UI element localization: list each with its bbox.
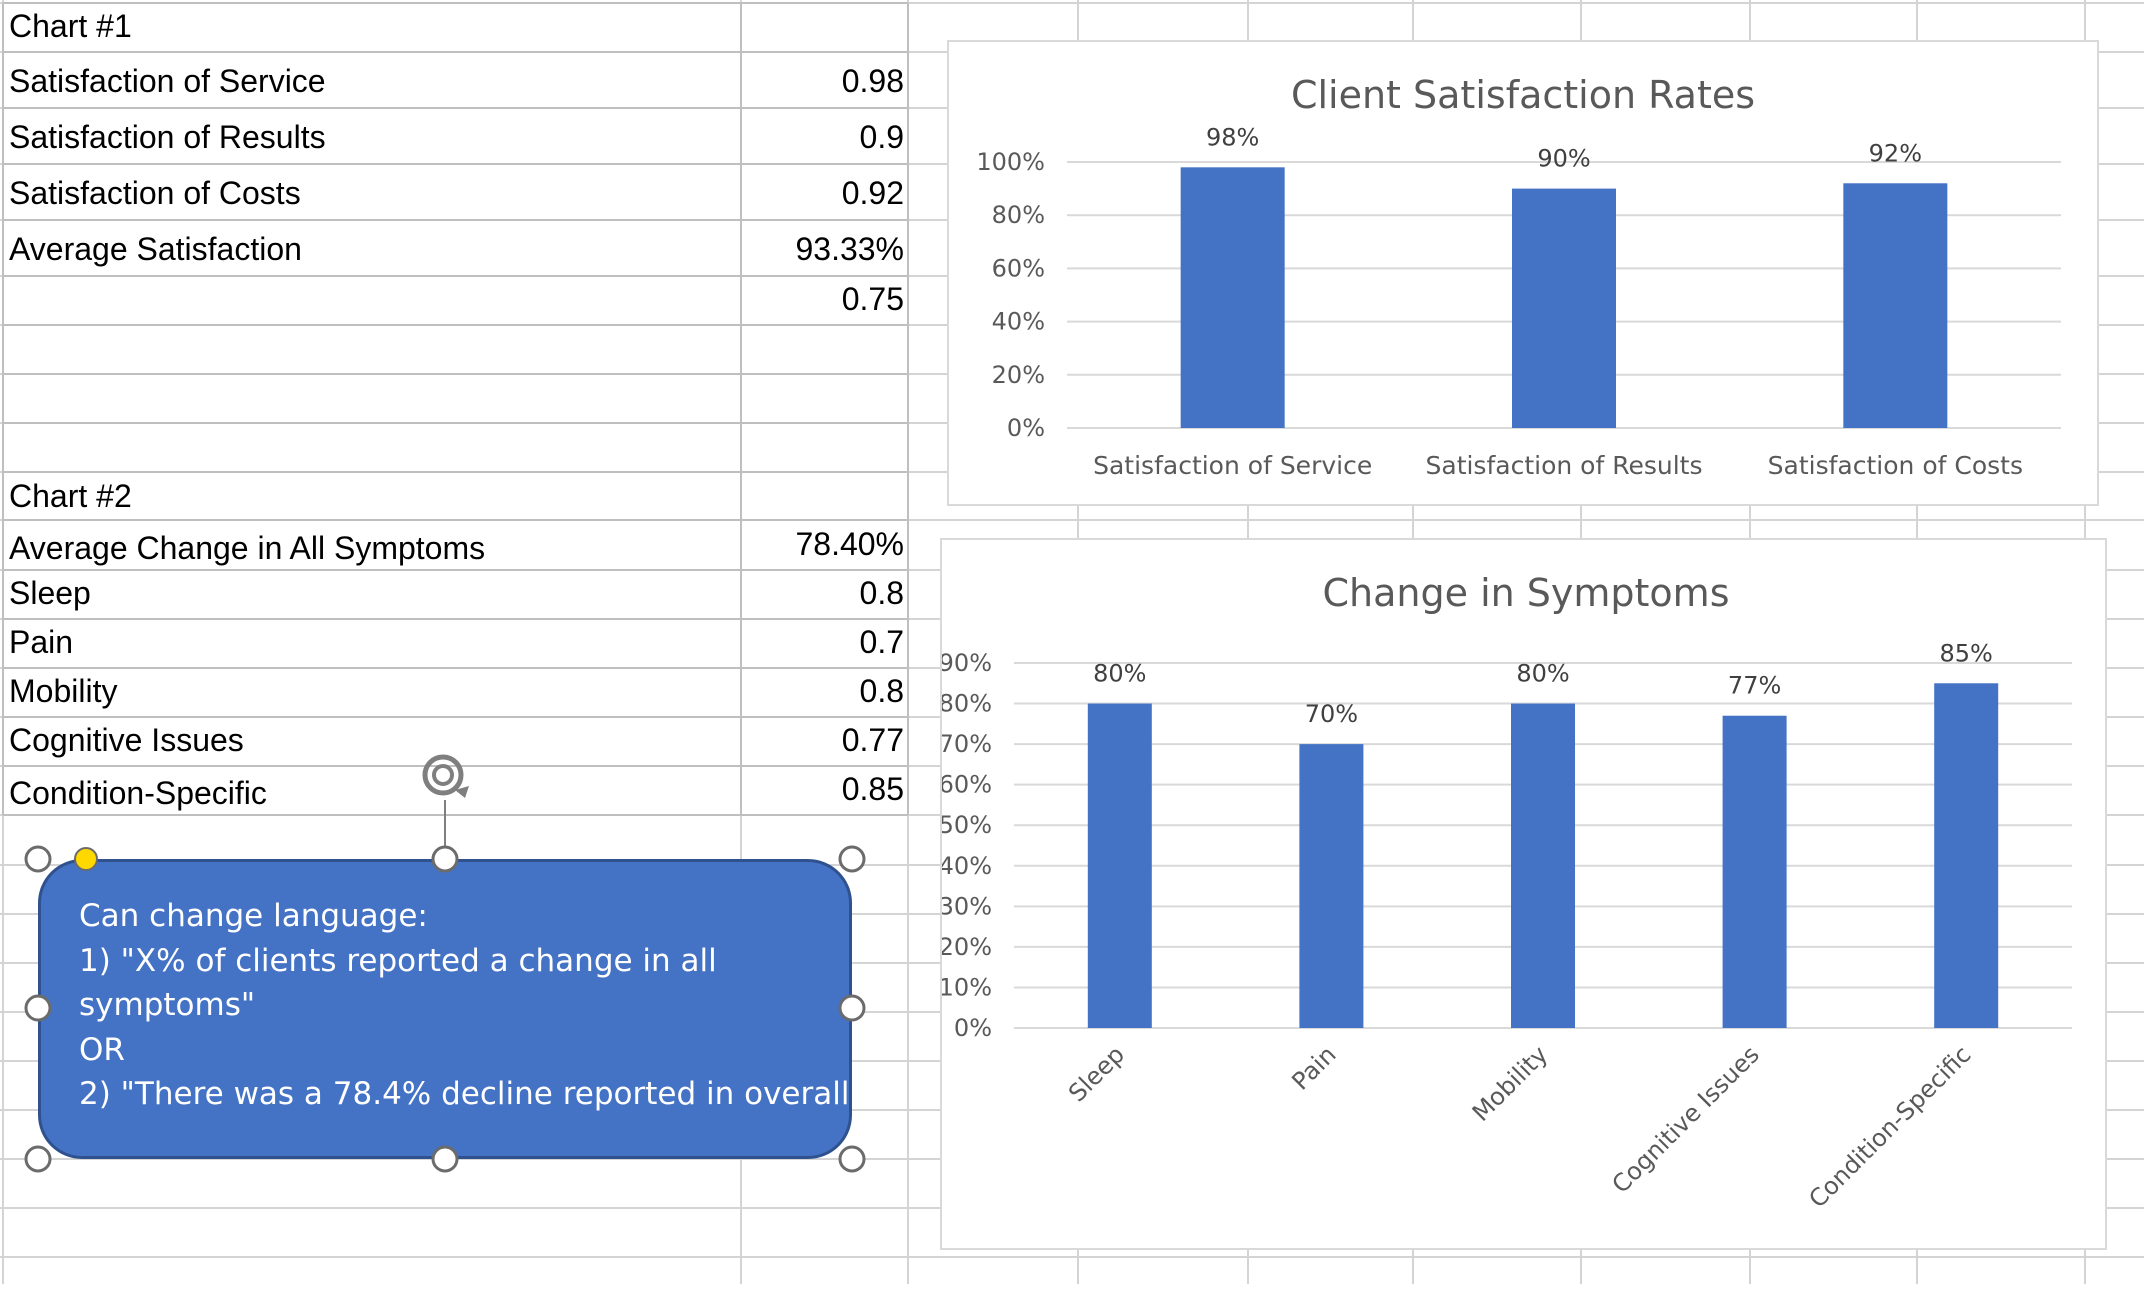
y-tick-label: 90%	[942, 649, 992, 677]
y-tick-label: 0%	[954, 1014, 992, 1042]
y-tick-label: 10%	[942, 973, 992, 1001]
y-tick-label: 20%	[942, 933, 992, 961]
y-tick-label: 100%	[976, 148, 1045, 176]
data-label: 70%	[1305, 700, 1358, 728]
y-tick-label: 20%	[992, 361, 1045, 389]
cell-value-sleep[interactable]: 0.8	[859, 575, 904, 611]
y-tick-label: 40%	[942, 852, 992, 880]
chart-change-in-symptoms[interactable]: Change in Symptoms 0% 10% 20% 30% 40% 50% 60% 70…	[940, 538, 2107, 1250]
cell-label-cognitive[interactable]: Cognitive Issues	[9, 722, 244, 758]
y-tick-label: 50%	[942, 811, 992, 839]
cell-value-cognitive[interactable]: 0.77	[841, 722, 904, 758]
cell-value-costs[interactable]: 0.92	[841, 175, 904, 211]
data-label: 77%	[1728, 672, 1781, 700]
data-label: 98%	[1206, 123, 1259, 151]
cell-value-service[interactable]: 0.98	[841, 63, 904, 99]
x-category-label: Cognitive Issues	[1607, 1040, 1765, 1198]
x-category-label: Mobility	[1467, 1040, 1553, 1126]
data-label: 92%	[1869, 139, 1922, 167]
note-textbox[interactable]: Can change language: 1) "X% of clients r…	[38, 859, 852, 1159]
cell-label-chart1[interactable]: Chart #1	[9, 8, 132, 44]
y-tick-label: 30%	[942, 892, 992, 920]
chart2-plot: Change in Symptoms 0% 10% 20% 30% 40% 50% 60% 70…	[942, 571, 2072, 1213]
bar-condition-specific	[1934, 683, 1999, 1028]
chart-client-satisfaction[interactable]: Client Satisfaction Rates 0% 20% 40% 60% 80% 1…	[947, 40, 2099, 506]
y-tick-label: 80%	[992, 201, 1045, 229]
cell-value-avg-change[interactable]: 78.40%	[795, 526, 904, 562]
x-category-label: Satisfaction of Results	[1426, 451, 1703, 480]
chart-title: Client Satisfaction Rates	[1291, 73, 1755, 117]
cell-label-sleep[interactable]: Sleep	[9, 575, 91, 611]
cell-label-pain[interactable]: Pain	[9, 624, 74, 660]
note-line-5: 2) "There was a 78.4% decline reported i…	[79, 1076, 850, 1113]
note-line-2: 1) "X% of clients reported a change in a…	[79, 942, 717, 979]
x-category-label: Satisfaction of Costs	[1768, 451, 2023, 480]
cell-label-avg-change[interactable]: Average Change in All Symptoms	[9, 530, 486, 566]
note-line-1: Can change language:	[79, 898, 428, 934]
x-category-label: Sleep	[1063, 1040, 1130, 1107]
bar-cognitive-issues	[1722, 715, 1787, 1028]
cell-value-condition[interactable]: 0.85	[841, 771, 904, 807]
y-tick-label: 40%	[992, 308, 1045, 336]
cell-label-service[interactable]: Satisfaction of Service	[9, 63, 326, 99]
y-tick-label: 60%	[942, 771, 992, 799]
bar-sleep	[1087, 703, 1152, 1028]
cell-label-results[interactable]: Satisfaction of Results	[9, 119, 326, 155]
bar-mobility	[1511, 703, 1575, 1028]
data-label: 85%	[1940, 639, 1993, 667]
note-line-3: symptoms"	[79, 987, 256, 1024]
cell-label-average[interactable]: Average Satisfaction	[9, 231, 302, 267]
data-label: 80%	[1093, 660, 1146, 688]
cell-value-threshold[interactable]: 0.75	[841, 281, 904, 317]
chart1-plot: Client Satisfaction Rates 0% 20% 40% 60% 80% 1…	[976, 73, 2061, 480]
bar-satisfaction-of-costs	[1843, 183, 1948, 428]
cell-label-mobility[interactable]: Mobility	[9, 673, 118, 709]
cell-value-average[interactable]: 93.33%	[795, 231, 904, 267]
y-tick-label: 80%	[942, 690, 992, 718]
x-category-label: Pain	[1286, 1040, 1341, 1095]
bar-satisfaction-of-results	[1512, 188, 1616, 428]
chart-title: Change in Symptoms	[1323, 571, 1730, 615]
x-category-label: Satisfaction of Service	[1093, 451, 1372, 480]
bar-pain	[1299, 744, 1364, 1028]
y-tick-label: 60%	[992, 254, 1045, 282]
cell-label-chart2[interactable]: Chart #2	[9, 478, 132, 514]
note-line-4: OR	[79, 1031, 125, 1068]
x-category-label: Condition-Specific	[1803, 1040, 1976, 1213]
cell-label-costs[interactable]: Satisfaction of Costs	[9, 175, 301, 211]
cell-value-mobility[interactable]: 0.8	[859, 673, 904, 709]
note-text[interactable]: Can change language: 1) "X% of clients r…	[79, 894, 850, 1117]
cell-value-pain[interactable]: 0.7	[859, 624, 904, 660]
y-tick-label: 0%	[1007, 414, 1045, 442]
data-label: 90%	[1537, 145, 1590, 173]
bar-satisfaction-of-service	[1180, 167, 1285, 428]
cell-label-condition[interactable]: Condition-Specific	[9, 775, 267, 811]
cell-value-results[interactable]: 0.9	[859, 119, 904, 155]
y-tick-label: 70%	[942, 730, 992, 758]
data-label: 80%	[1516, 660, 1569, 688]
